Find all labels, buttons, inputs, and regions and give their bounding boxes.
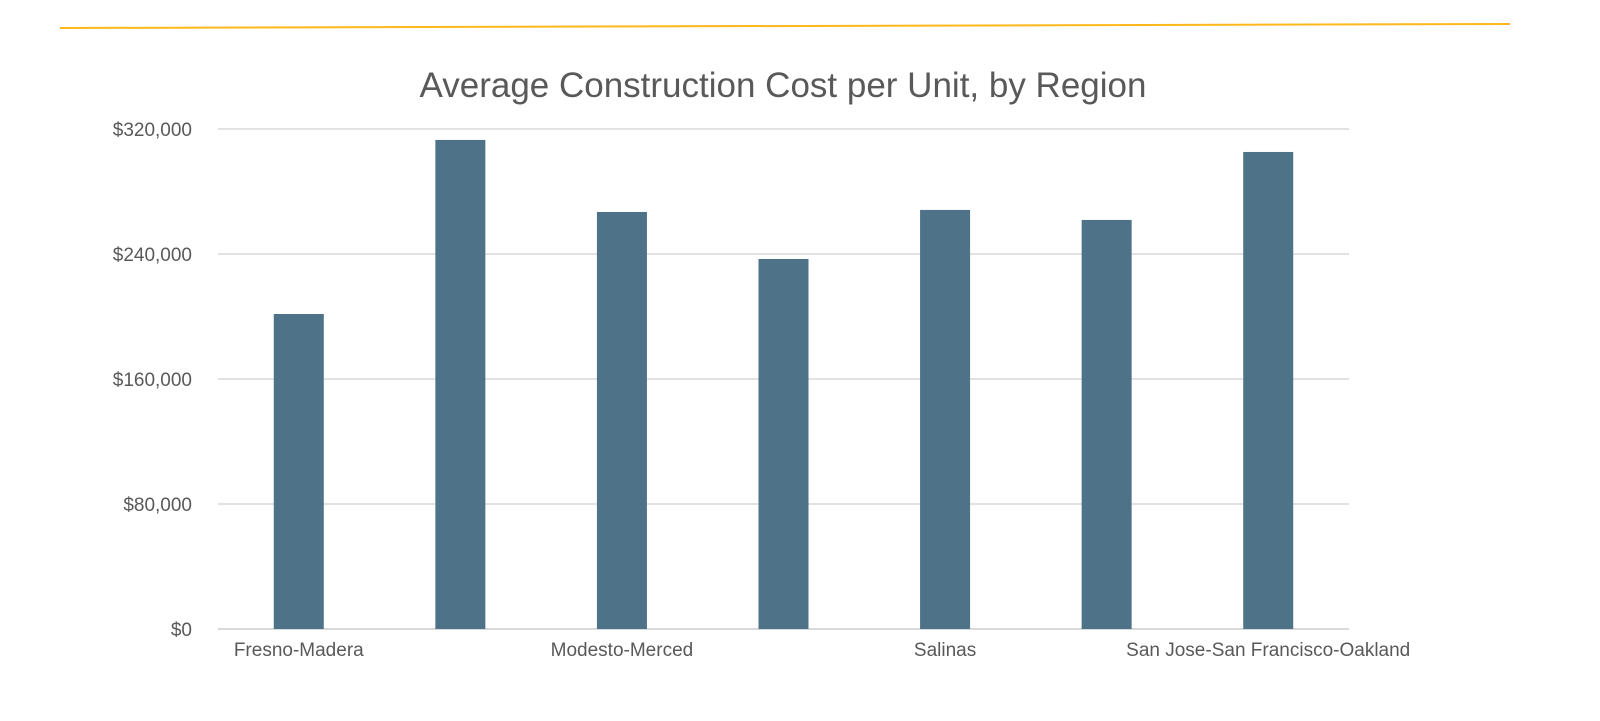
x-tick-label: Modesto-Merced <box>551 640 694 661</box>
bar <box>435 139 486 629</box>
accent-divider-line <box>59 23 1511 29</box>
y-tick-label: $320,000 <box>113 120 192 141</box>
bar <box>596 211 647 629</box>
bar <box>273 314 324 629</box>
y-tick-label: $80,000 <box>123 495 192 516</box>
x-tick-label: Fresno-Madera <box>234 640 364 661</box>
bar <box>1081 219 1132 629</box>
y-tick-label: $160,000 <box>113 370 192 391</box>
x-tick-label: San Jose-San Francisco-Oakland <box>1126 640 1410 661</box>
y-tick-label: $0 <box>171 620 192 641</box>
bar <box>1243 151 1294 629</box>
chart-title: Average Construction Cost per Unit, by R… <box>420 66 1147 105</box>
x-tick-label: Salinas <box>914 640 976 661</box>
bar <box>758 259 809 629</box>
y-tick-label: $240,000 <box>113 245 192 266</box>
bar <box>920 209 971 629</box>
